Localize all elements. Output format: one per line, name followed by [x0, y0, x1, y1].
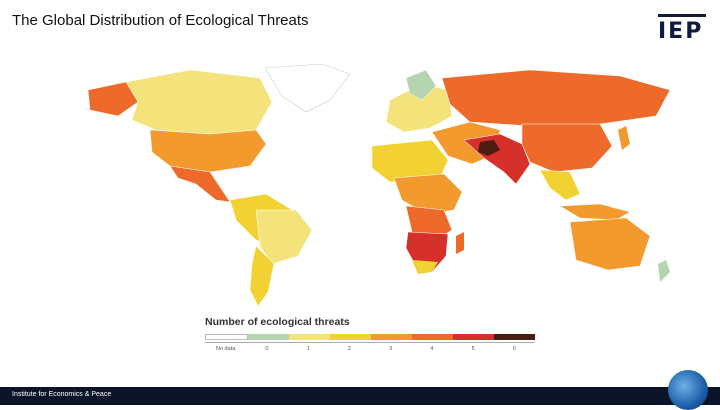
new-zealand — [658, 260, 670, 282]
legend-title: Number of ecological threats — [205, 316, 350, 328]
legend-label: 3 — [389, 346, 393, 352]
legend-label: 6 — [512, 346, 516, 352]
scandinavia — [405, 69, 437, 101]
australia — [569, 217, 651, 271]
footer-bar: Institute for Economics & Peace — [0, 387, 720, 405]
logo-bar — [658, 14, 706, 17]
greenland — [264, 63, 351, 113]
page-title: The Global Distribution of Ecological Th… — [12, 12, 309, 29]
legend-label: 5 — [471, 346, 475, 352]
east-africa — [393, 173, 463, 215]
legend-swatch-1 — [289, 334, 330, 340]
indonesia — [559, 203, 631, 221]
russia — [441, 69, 671, 127]
legend-divider — [205, 342, 535, 343]
south-america-south — [249, 245, 275, 307]
iep-logo: IEP — [658, 14, 706, 43]
japan — [618, 126, 630, 150]
madagascar — [456, 232, 464, 254]
southeast-asia — [539, 169, 581, 201]
legend-swatch-4 — [412, 334, 453, 340]
legend-labels: No data 0 1 2 3 4 5 6 — [205, 346, 535, 352]
alaska — [87, 81, 139, 117]
legend-label: 0 — [265, 346, 269, 352]
legend-color-bar — [205, 334, 535, 340]
logo-text: IEP — [658, 19, 704, 44]
south-africa — [412, 260, 438, 274]
world-map — [87, 63, 671, 307]
usa — [149, 129, 267, 173]
afghanistan — [478, 140, 500, 156]
brazil — [255, 209, 313, 265]
legend-swatch-3 — [371, 334, 412, 340]
canada — [125, 69, 273, 135]
legend-swatch-no-data — [205, 334, 248, 340]
map-legend: Number of ecological threats No data 0 1… — [205, 316, 535, 352]
legend-swatch-5 — [453, 334, 494, 340]
legend-swatch-0 — [248, 334, 289, 340]
globe-icon — [668, 370, 708, 410]
legend-label: No data — [215, 346, 236, 352]
legend-label: 4 — [430, 346, 434, 352]
mexico — [169, 165, 231, 203]
china — [521, 123, 613, 173]
legend-swatch-6 — [494, 334, 535, 340]
legend-label: 1 — [306, 346, 310, 352]
legend-label: 2 — [347, 346, 351, 352]
footer-text: Institute for Economics & Peace — [12, 391, 112, 398]
legend-swatch-2 — [330, 334, 371, 340]
